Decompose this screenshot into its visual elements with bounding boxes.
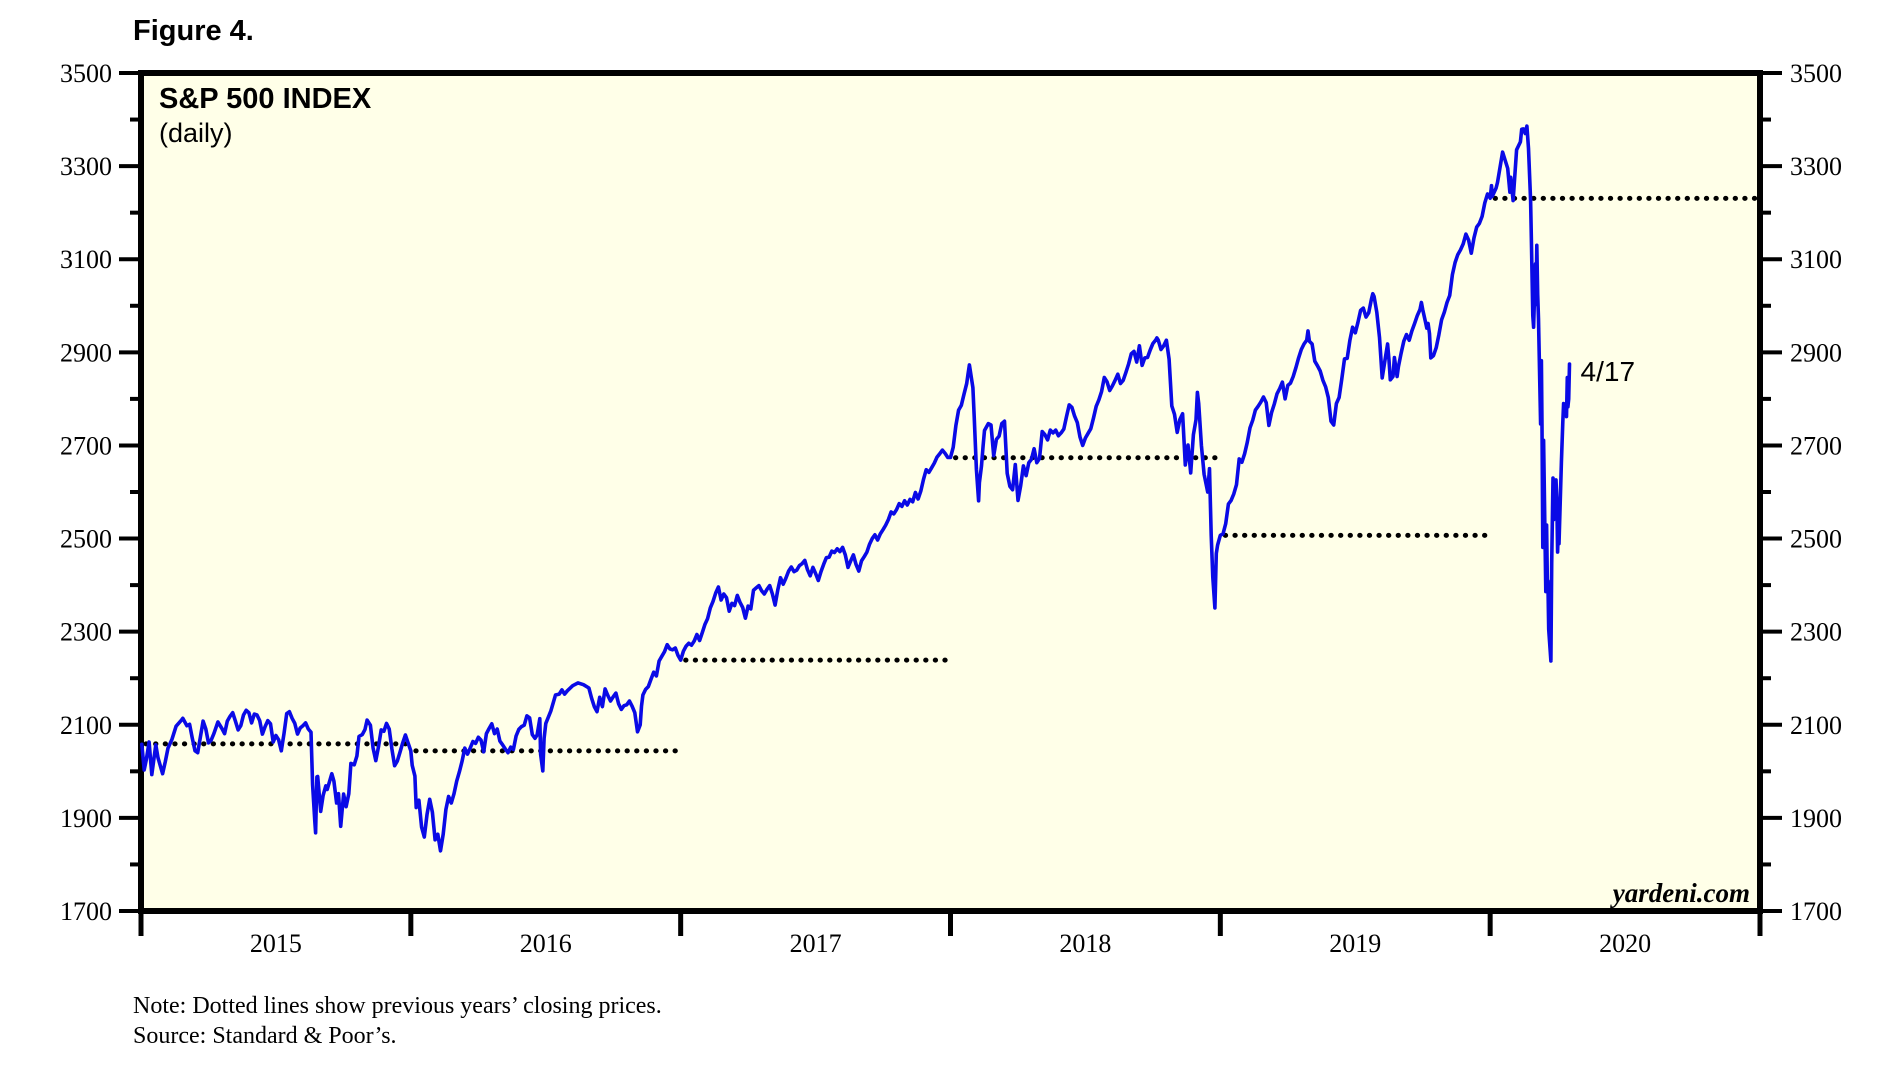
x-year-label: 2015 [250, 929, 302, 958]
watermark-yardeni: yardeni.com [1610, 878, 1750, 908]
chart-subtitle: (daily) [159, 118, 233, 148]
y-tick-label-right: 2100 [1790, 711, 1842, 740]
price-line-group [140, 124, 1572, 853]
x-year-label: 2018 [1059, 929, 1111, 958]
y-tick-label-left: 2100 [60, 711, 112, 740]
y-tick-label-right: 3100 [1790, 245, 1842, 274]
y-tick-label-right: 2300 [1790, 618, 1842, 647]
x-year-label: 2020 [1599, 929, 1651, 958]
y-tick-label-right: 2900 [1790, 338, 1842, 367]
axis-labels: 1700 1700 1900 1900 2100 2100 2300 2300 2500 2500… [60, 59, 1842, 958]
y-tick-label-right: 3500 [1790, 59, 1842, 88]
y-tick-label-right: 2500 [1790, 525, 1842, 554]
y-tick-label-right: 1900 [1790, 804, 1842, 833]
sp500-price-line [140, 124, 1572, 853]
y-tick-label-right: 3300 [1790, 152, 1842, 181]
y-tick-label-right: 2700 [1790, 431, 1842, 460]
plot-area [138, 70, 1763, 914]
y-tick-label-left: 2300 [60, 618, 112, 647]
y-tick-label-left: 2900 [60, 338, 112, 367]
note-line: Note: Dotted lines show previous years’ … [133, 993, 662, 1019]
y-tick-label-left: 2700 [60, 431, 112, 460]
axis-ticks [119, 71, 1782, 936]
y-tick-label-left: 3100 [60, 245, 112, 274]
x-year-label: 2016 [520, 929, 572, 958]
y-tick-label-left: 1700 [60, 897, 112, 926]
x-year-label: 2017 [790, 929, 842, 958]
y-tick-label-left: 3300 [60, 152, 112, 181]
source-line: Source: Standard & Poor’s. [133, 1023, 397, 1049]
chart-title: S&P 500 INDEX [159, 83, 372, 115]
annotations-group: 4/17 [1581, 356, 1636, 387]
x-year-label: 2019 [1329, 929, 1381, 958]
end-date-label: 4/17 [1581, 356, 1636, 387]
y-tick-label-left: 3500 [60, 59, 112, 88]
figure-label: Figure 4. [133, 15, 254, 47]
y-tick-label-left: 1900 [60, 804, 112, 833]
y-tick-label-right: 1700 [1790, 897, 1842, 926]
y-tick-label-left: 2500 [60, 525, 112, 554]
